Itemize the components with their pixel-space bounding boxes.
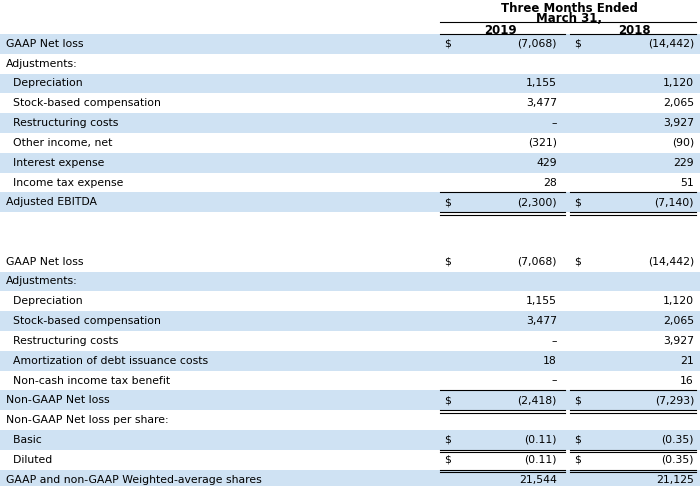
Text: 1,155: 1,155 <box>526 296 557 306</box>
Text: Basic: Basic <box>6 435 42 445</box>
Text: Stock-based compensation: Stock-based compensation <box>6 316 161 326</box>
Text: Non-cash income tax benefit: Non-cash income tax benefit <box>6 376 170 385</box>
Bar <box>0 390 700 410</box>
Text: Non-GAAP Net loss: Non-GAAP Net loss <box>6 395 110 405</box>
Text: Non-GAAP Net loss per share:: Non-GAAP Net loss per share: <box>6 415 169 425</box>
Text: (2,418): (2,418) <box>517 395 557 405</box>
Text: 3,477: 3,477 <box>526 316 557 326</box>
Text: (7,140): (7,140) <box>654 197 694 208</box>
Text: Adjustments:: Adjustments: <box>6 277 78 287</box>
Text: Amortization of debt issuance costs: Amortization of debt issuance costs <box>6 356 208 365</box>
Text: $: $ <box>444 197 451 208</box>
Text: GAAP Net loss: GAAP Net loss <box>6 39 83 49</box>
Text: (0.11): (0.11) <box>524 455 557 465</box>
Text: Adjusted EBITDA: Adjusted EBITDA <box>6 197 97 208</box>
Text: Income tax expense: Income tax expense <box>6 177 123 188</box>
Bar <box>0 73 700 93</box>
Text: $: $ <box>574 197 581 208</box>
Text: $: $ <box>574 395 581 405</box>
Text: Restructuring costs: Restructuring costs <box>6 336 118 346</box>
Text: (14,442): (14,442) <box>648 257 694 267</box>
Text: Diluted: Diluted <box>6 455 52 465</box>
Text: $: $ <box>444 395 451 405</box>
Text: (90): (90) <box>672 138 694 148</box>
Text: 21,544: 21,544 <box>519 474 557 485</box>
Text: 2,065: 2,065 <box>663 98 694 108</box>
Text: Other income, net: Other income, net <box>6 138 113 148</box>
Text: –: – <box>552 118 557 128</box>
Text: (321): (321) <box>528 138 557 148</box>
Text: GAAP Net loss: GAAP Net loss <box>6 257 83 267</box>
Text: 1,155: 1,155 <box>526 79 557 88</box>
Text: (0.35): (0.35) <box>662 435 694 445</box>
Text: 3,927: 3,927 <box>663 336 694 346</box>
Text: 51: 51 <box>680 177 694 188</box>
Bar <box>0 192 700 212</box>
Bar <box>0 351 700 371</box>
Text: $: $ <box>444 257 451 267</box>
Text: (7,068): (7,068) <box>517 39 557 49</box>
Text: $: $ <box>444 455 451 465</box>
Text: GAAP and non-GAAP Weighted-average shares: GAAP and non-GAAP Weighted-average share… <box>6 474 262 485</box>
Text: 429: 429 <box>536 157 557 168</box>
Text: 2018: 2018 <box>617 24 650 37</box>
Bar <box>0 430 700 450</box>
Text: $: $ <box>444 435 451 445</box>
Text: (0.35): (0.35) <box>662 455 694 465</box>
Bar <box>0 272 700 292</box>
Text: 28: 28 <box>543 177 557 188</box>
Text: (7,293): (7,293) <box>654 395 694 405</box>
Text: Depreciation: Depreciation <box>6 79 83 88</box>
Text: $: $ <box>574 455 581 465</box>
Text: $: $ <box>574 39 581 49</box>
Text: $: $ <box>574 257 581 267</box>
Text: $: $ <box>444 39 451 49</box>
Text: 21: 21 <box>680 356 694 365</box>
Text: 2019: 2019 <box>484 24 517 37</box>
Bar <box>0 153 700 173</box>
Bar <box>0 469 700 486</box>
Bar <box>0 34 700 54</box>
Text: (7,068): (7,068) <box>517 257 557 267</box>
Text: Adjustments:: Adjustments: <box>6 59 78 69</box>
Text: March 31,: March 31, <box>536 12 602 25</box>
Text: Depreciation: Depreciation <box>6 296 83 306</box>
Text: Restructuring costs: Restructuring costs <box>6 118 118 128</box>
Text: $: $ <box>574 435 581 445</box>
Text: 3,927: 3,927 <box>663 118 694 128</box>
Text: 229: 229 <box>673 157 694 168</box>
Text: (2,300): (2,300) <box>517 197 557 208</box>
Text: 3,477: 3,477 <box>526 98 557 108</box>
Text: Interest expense: Interest expense <box>6 157 104 168</box>
Bar <box>0 311 700 331</box>
Text: Stock-based compensation: Stock-based compensation <box>6 98 161 108</box>
Text: 21,125: 21,125 <box>656 474 694 485</box>
Text: –: – <box>552 336 557 346</box>
Text: 16: 16 <box>680 376 694 385</box>
Text: 2,065: 2,065 <box>663 316 694 326</box>
Text: Three Months Ended: Three Months Ended <box>500 2 638 15</box>
Text: (0.11): (0.11) <box>524 435 557 445</box>
Text: 18: 18 <box>543 356 557 365</box>
Text: (14,442): (14,442) <box>648 39 694 49</box>
Text: 1,120: 1,120 <box>663 79 694 88</box>
Bar <box>0 113 700 133</box>
Text: 1,120: 1,120 <box>663 296 694 306</box>
Text: –: – <box>552 376 557 385</box>
